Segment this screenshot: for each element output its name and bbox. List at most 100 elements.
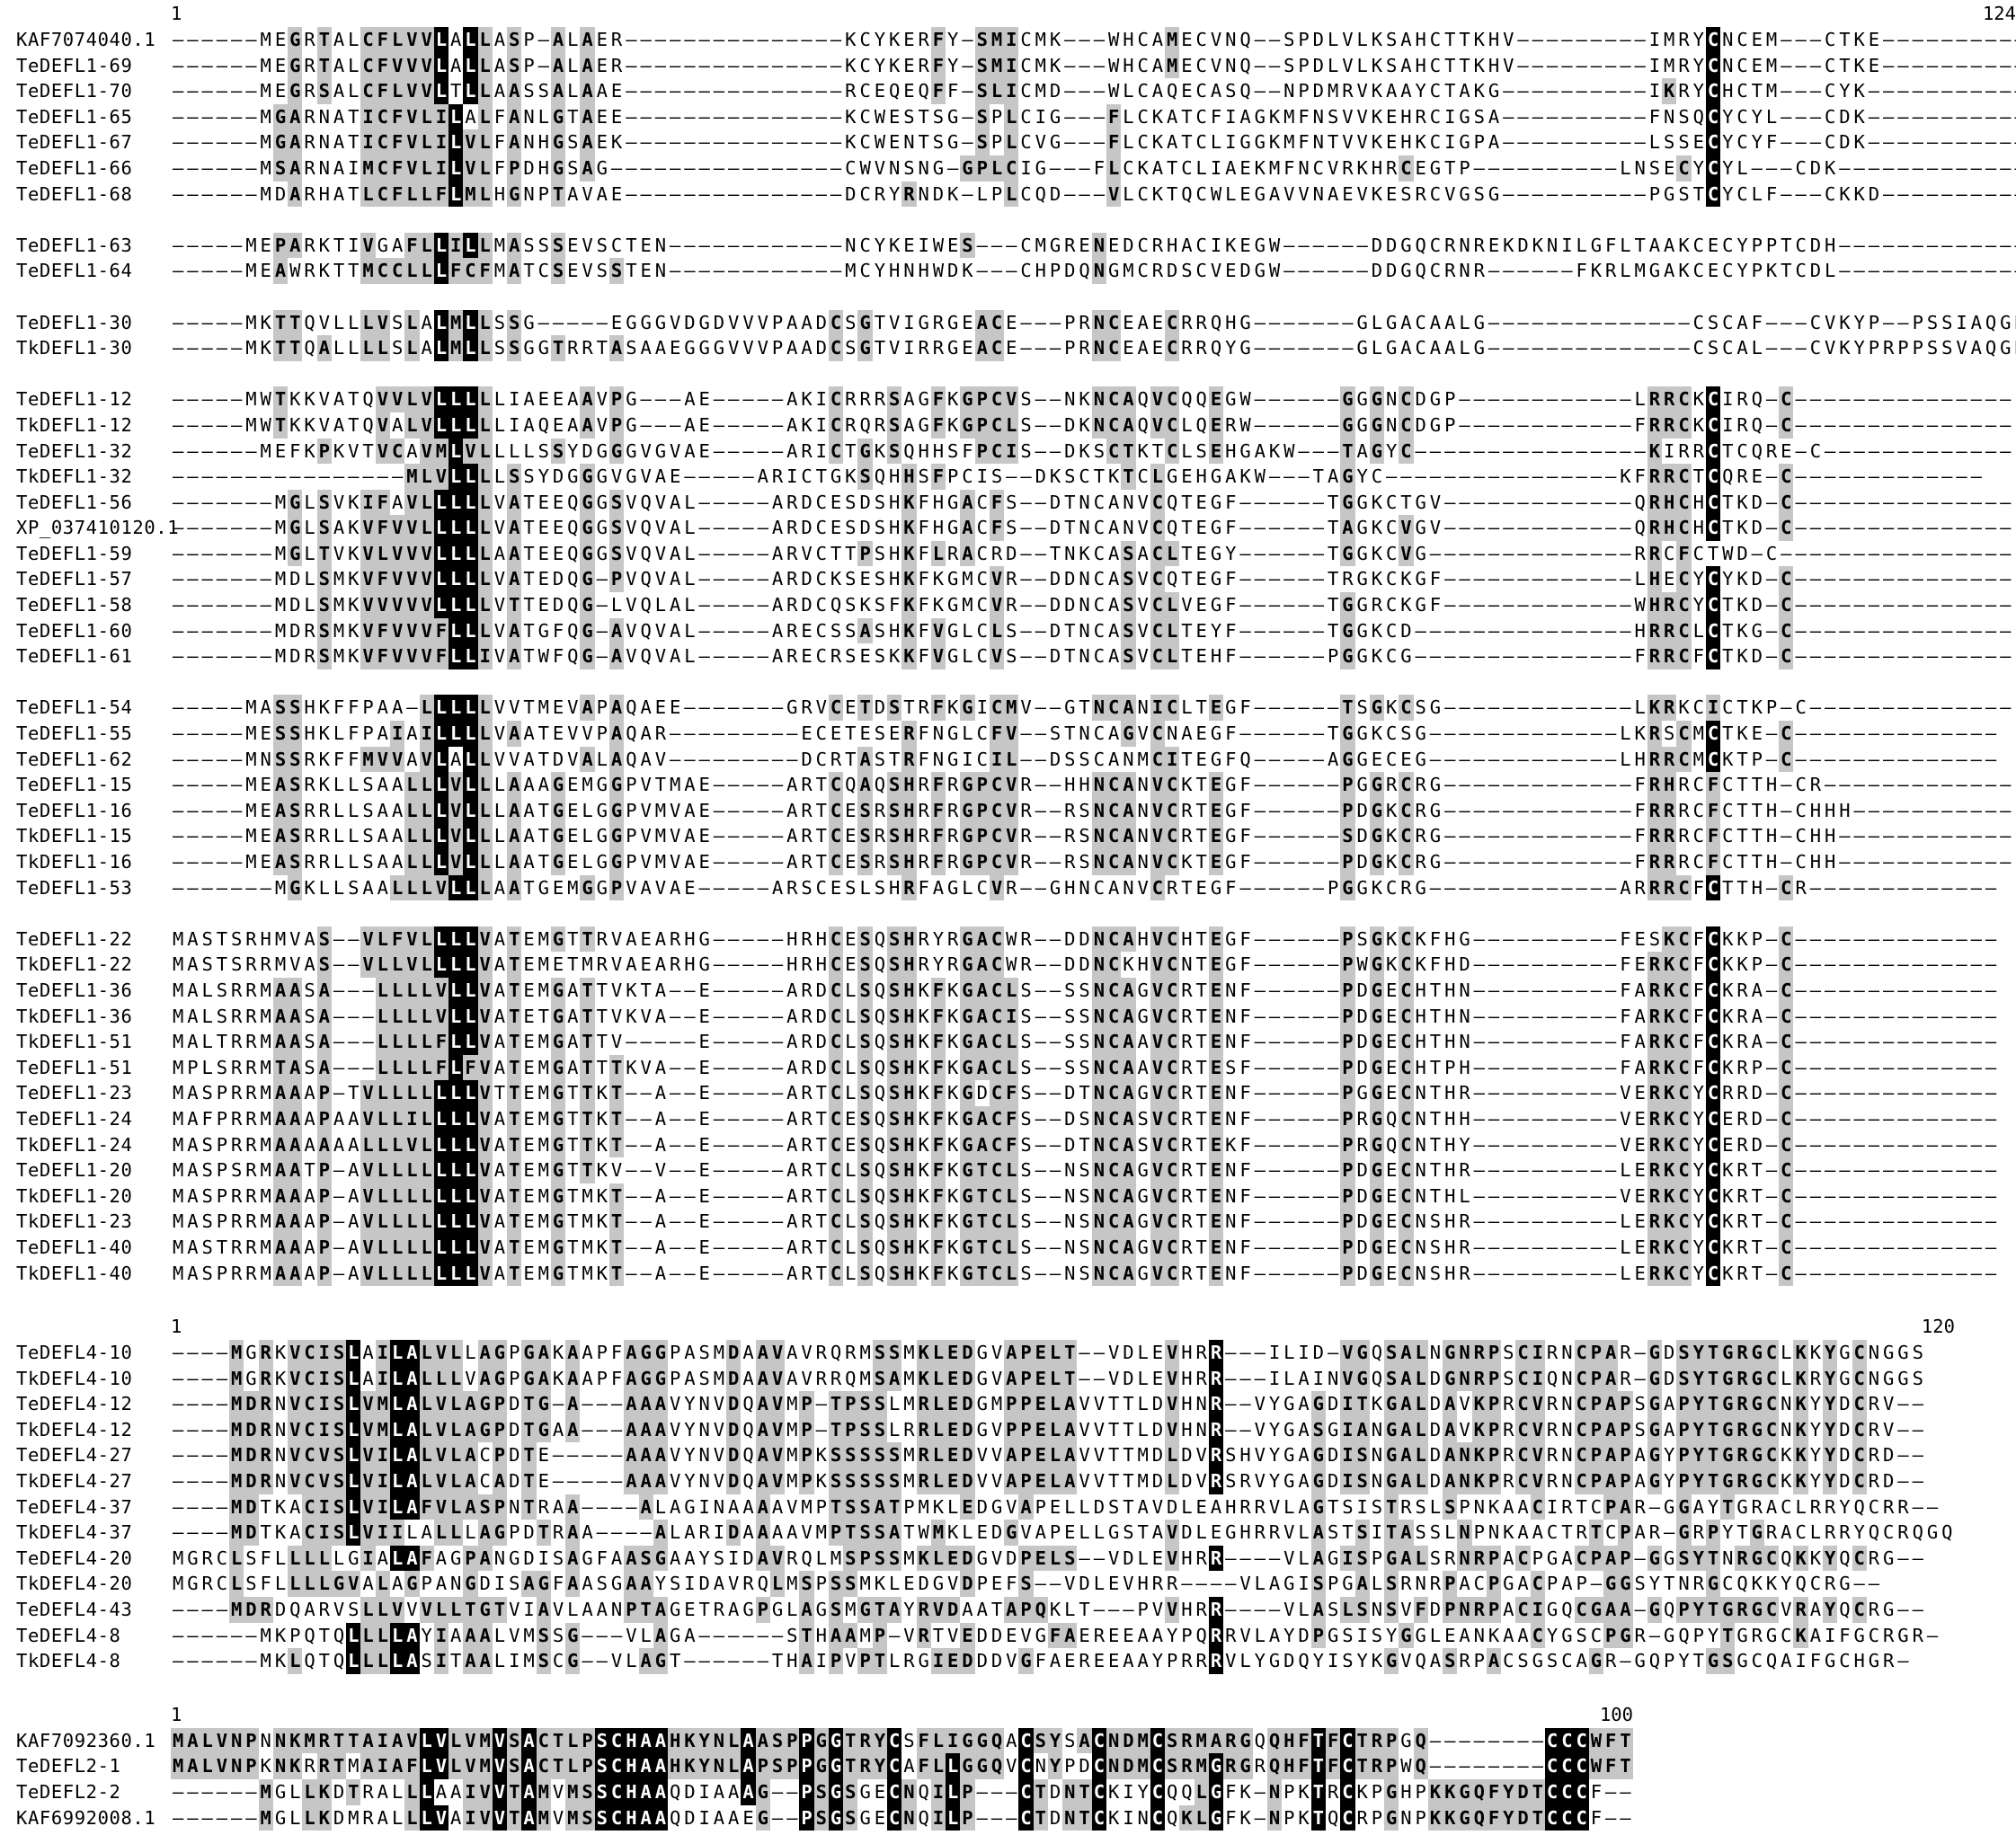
sequence-row: TeDEFL1-69 – – – – – – M E G R T A L C F V V V L A L L A S P – A L A E… bbox=[0, 52, 2016, 79]
sequence-row: TeDEFL1-60 – – – – – – – M D R S M K V F V V V F L L L V A T G F Q G –… bbox=[0, 617, 2016, 644]
ruler-start: 1 bbox=[171, 1316, 182, 1338]
sequence-residues: – – – – – – M S A R N A I M C F V L I L V L F P D H G S A G – – – – – – – – – –… bbox=[171, 155, 2016, 182]
sequence-row: TkDEFL4-27 – – – – M D R N V C V S L V I L A L V L A C A D T E – – – –… bbox=[0, 1468, 2016, 1494]
sequence-residues: – – – – – M E A S R R L L S A A L L L V L L L A A T G E L G G P V M V A E – – –… bbox=[171, 797, 2012, 824]
sequence-row: TeDEFL4-37 – – – – M D T K A C I S L V I L A F V L A S P N T R A A – –… bbox=[0, 1494, 2016, 1520]
sequence-residues: – – – – – – – M G L T V K V L V V V L L L L A A T E E Q G G S V Q V A L – – – –… bbox=[171, 540, 2012, 567]
sequence-label: TkDEFL1-15 bbox=[16, 825, 133, 847]
sequence-row: TeDEFL4-12 – – – – M D R N V C I S L V M L A L V L A G P D T G – A – –… bbox=[0, 1391, 2016, 1417]
sequence-row: TeDEFL1-57 – – – – – – – M D L S M K V F V V V L L L L V A T E D Q G –… bbox=[0, 566, 2016, 593]
ruler-end: 120 bbox=[1921, 1316, 1955, 1338]
sequence-label: TkDEFL1-20 bbox=[16, 1184, 133, 1207]
sequence-row: TeDEFL1-22 M A S T S R H M V A S – – V L F V L L L L V A T E M G T T R… bbox=[0, 926, 2016, 953]
sequence-label: TeDEFL1-64 bbox=[16, 260, 133, 282]
sequence-label: TeDEFL4-37 bbox=[16, 1495, 133, 1518]
sequence-label: TkDEFL1-30 bbox=[16, 337, 133, 359]
sequence-residues: M A S P R R M A A A P – A V L L L L L L L V A T E M G T M K T – – A – – E – – –… bbox=[171, 1183, 1998, 1210]
sequence-row: TkDEFL1-12 – – – – – M W T K K V A T Q V A L V L L L L L I A Q E A A V… bbox=[0, 412, 2016, 439]
sequence-label: TeDEFL1-15 bbox=[16, 774, 133, 796]
sequence-label: TeDEFL4-43 bbox=[16, 1599, 133, 1621]
sequence-label: TeDEFL1-65 bbox=[16, 105, 133, 128]
sequence-residues: – – – – – – M G L L K D M R A L L L V A I V V T A M V M S S C H A A Q D I A A E… bbox=[171, 1804, 1633, 1831]
sequence-label: TkDEFL4-27 bbox=[16, 1470, 133, 1493]
sequence-residues: – – – – – – M E G R T A L C F V V V L A L L A S P – A L A E R – – – – – – – – –… bbox=[171, 52, 2016, 79]
ruler-start: 1 bbox=[171, 3, 182, 24]
sequence-residues: – – – – M D T K A C I S L V I L A F V L A S P N T R A A – – – – A L A G I N A A… bbox=[171, 1494, 1940, 1520]
sequence-row: TeDEFL1-23 M A S P R R M A A A P – T V L L L L L L L V T T E M G T T K… bbox=[0, 1080, 2016, 1106]
sequence-row: TeDEFL4-10 – – – – M G R K V C I S L A I L A L V L L A G P G A K A A P… bbox=[0, 1340, 2016, 1366]
sequence-row: KAF6992008.1 – – – – – – M G L L K D M R A L L L V A I V V T A M V M… bbox=[0, 1804, 2016, 1831]
sequence-label: TkDEFL4-12 bbox=[16, 1418, 133, 1441]
sequence-row: TeDEFL1-66 – – – – – – M S A R N A I M C F V L I L V L F P D H G S A G… bbox=[0, 155, 2016, 182]
sequence-row: TkDEFL4-37 – – – – M D T K A C I S L V I I L A L L L A G P D T R A A –… bbox=[0, 1520, 2016, 1546]
sequence-row: TeDEFL2-2 – – – – – – M G L L K D T R A L L L A A I V V T A M V M S S C… bbox=[0, 1779, 2016, 1805]
sequence-label: TeDEFL1-57 bbox=[16, 568, 133, 590]
sequence-residues: – – – – – M K T T Q V L L L V S L A L M L L S S G – – – – – E G G G V D G D V V… bbox=[171, 309, 2016, 336]
sequence-row: TeDEFL1-12 – – – – – M W T K K V A T Q V V L V L L L L L I A E E A A V… bbox=[0, 386, 2016, 412]
sequence-residues: – – – – – – M K P Q T Q L L L L A Y I A A A L V M S S G – – – V L A G A – – – –… bbox=[171, 1622, 1940, 1649]
sequence-label: TeDEFL1-66 bbox=[16, 156, 133, 179]
sequence-row: TeDEFL1-32 – – – – – – M E F K P K V T V C A V M L V L L L L S S Y D G… bbox=[0, 438, 2016, 465]
sequence-label: TkDEFL1-36 bbox=[16, 1005, 133, 1027]
sequence-label: TkDEFL1-12 bbox=[16, 413, 133, 436]
sequence-row: TeDEFL4-27 – – – – M D R N V C V S L V I L A L V L A C P D T E – – – –… bbox=[0, 1442, 2016, 1469]
sequence-row: TeDEFL1-30 – – – – – M K T T Q V L L L V S L A L M L L S S G – – – – –… bbox=[0, 309, 2016, 336]
sequence-row: TeDEFL1-36 M A L S R R M A A S A – – – L L L L V L L V A T E M G A T T… bbox=[0, 977, 2016, 1004]
sequence-residues: – – – – – M N S S R K F F M V V A V L A L L V V A T D V A L A Q A V – – – – – –… bbox=[171, 746, 1998, 773]
sequence-label: TeDEFL1-40 bbox=[16, 1236, 133, 1258]
sequence-row: TkDEFL1-15 – – – – – M E A S R R L L S A A L L L V L L L A A T G E L G… bbox=[0, 823, 2016, 849]
sequence-row: KAF7092360.1 M A L V N P N N K M R T T A I A V L V L V M V S A C T L… bbox=[0, 1727, 2016, 1754]
sequence-residues: – – – – – – – M G L S V K I F A V L L L L L V A T E E Q G G S V Q V A L – – – –… bbox=[171, 489, 2012, 516]
sequence-row: TkDEFL1-22 M A S T S R R M V A S – – V L L V L L L L V A T E M E T M R… bbox=[0, 952, 2016, 978]
sequence-residues: M A S T S R R M V A S – – V L L V L L L L V A T E M E T M R V A E A R H G – – –… bbox=[171, 952, 1998, 978]
alignment-block: 1 124 KAF7074040.1 – – – – – – M E G R T A L C F L V V L A L L A S… bbox=[0, 3, 2016, 1287]
sequence-row: TkDEFL4-20 M G R C L S F L L L L G V A L A G P A N G D I S A G F A A S… bbox=[0, 1571, 2016, 1598]
sequence-row: TeDEFL1-61 – – – – – – – M D R S M K V F V V V F L L I V A T W F Q G –… bbox=[0, 643, 2016, 669]
sequence-label: XP_037410120.1 bbox=[16, 517, 180, 539]
sequence-label: TeDEFL1-24 bbox=[16, 1107, 133, 1130]
sequence-label: KAF7092360.1 bbox=[16, 1729, 156, 1751]
sequence-label: TeDEFL1-53 bbox=[16, 876, 133, 899]
sequence-residues: – – – – – – M E G R S A L C F L V V L T L L A A S S A L A A E – – – – – – – – –… bbox=[171, 78, 2016, 104]
sequence-residues: – – – – M D R N V C I S L V M L A L V L A G P D T G A A – – – A A A V Y N V D Q… bbox=[171, 1416, 1925, 1443]
sequence-label: TeDEFL1-68 bbox=[16, 182, 133, 205]
sequence-residues: – – – – M D T K A C I S L V I I L A L L L A G P D T R A A – – – – A L A R I D A… bbox=[171, 1520, 1954, 1546]
sequence-residues: – – – – – M E P A R K T I V G A F L L I L L M A S S S E V S C T E N – – – – – –… bbox=[171, 232, 2016, 259]
sequence-residues: M A S P S R M A A T P – A V L L L L L L L V A T E M G T T K V – – V – – E – – –… bbox=[171, 1157, 1998, 1183]
sequence-row: TeDEFL1-70 – – – – – – M E G R S A L C F L V V L T L L A A S S A L A A… bbox=[0, 78, 2016, 104]
sequence-label: TeDEFL1-32 bbox=[16, 439, 133, 462]
sequence-row: TeDEFL1-59 – – – – – – – M G L T V K V L V V V L L L L A A T E E Q G G… bbox=[0, 540, 2016, 567]
sequence-label: TkDEFL4-8 bbox=[16, 1650, 121, 1672]
sequence-label: TeDEFL1-70 bbox=[16, 80, 133, 102]
group-spacer bbox=[0, 284, 2016, 310]
sequence-label: TeDEFL4-12 bbox=[16, 1393, 133, 1415]
sequence-label: TeDEFL4-10 bbox=[16, 1342, 133, 1364]
sequence-residues: – – – – M D R D Q A R V S L L V V V L L T G T V I A V L A A N P T A G E T R A G… bbox=[171, 1597, 1925, 1623]
ruler-end: 124 bbox=[1982, 3, 2016, 24]
sequence-label: TeDEFL1-22 bbox=[16, 927, 133, 950]
sequence-row: TkDEFL1-51 M A L T R R M A A S A – – – L L L L F L L V A T E M G A T T… bbox=[0, 1029, 2016, 1055]
sequence-residues: – – – – – – M G A R N A T I C F V L I L A L F A N L G T A E E – – – – – – – – –… bbox=[171, 103, 2016, 130]
group-spacer bbox=[0, 207, 2016, 233]
group-spacer bbox=[0, 361, 2016, 387]
sequence-residues: – – – – – – – M D R S M K V F V V V F L L I V A T W F Q G – A V Q V A L – – – –… bbox=[171, 643, 2012, 669]
sequence-label: TkDEFL1-24 bbox=[16, 1133, 133, 1156]
sequence-row: TeDEFL1-56 – – – – – – – M G L S V K I F A V L L L L L V A T E E Q G G… bbox=[0, 489, 2016, 516]
sequence-label: TeDEFL1-12 bbox=[16, 388, 133, 411]
sequence-residues: – – – – – – M G A R N A T I C F V L I L V L F A N H G S A E K – – – – – – – – –… bbox=[171, 129, 2016, 155]
sequence-label: TkDEFL4-37 bbox=[16, 1521, 133, 1544]
sequence-residues: – – – – – M E A W R K T T M C C L L L F C F M A T C S E V S S T E N – – – – – –… bbox=[171, 258, 2016, 284]
sequence-residues: – – – – – – – M G K L L S A A L L L V L L L A A T G E M G G P V A V A E – – – –… bbox=[171, 874, 1998, 901]
sequence-row: TkDEFL1-24 M A S P R R M A A A A A A L L L V L L L L V A T E M G T T K… bbox=[0, 1131, 2016, 1158]
sequence-label: TkDEFL4-10 bbox=[16, 1367, 133, 1389]
sequence-residues: M P L S R R M T A S A – – – L L L L F L F V A T E M G A T T T K V A – – E – – –… bbox=[171, 1054, 1998, 1081]
sequence-row: TeDEFL1-51 M P L S R R M T A S A – – – L L L L F L F V A T E M G A T T… bbox=[0, 1054, 2016, 1081]
sequence-residues: – – – – M G R K V C I S L A I L A L V L L A G P G A K A A P F A G G P A S M D A… bbox=[171, 1340, 1925, 1366]
sequence-label: TeDEFL1-69 bbox=[16, 54, 133, 76]
sequence-label: TkDEFL1-32 bbox=[16, 465, 133, 488]
sequence-row: TeDEFL1-20 M A S P S R M A A T P – A V L L L L L L L V A T E M G T T K… bbox=[0, 1157, 2016, 1183]
sequence-label: TkDEFL1-23 bbox=[16, 1210, 133, 1233]
sequence-label: TeDEFL4-27 bbox=[16, 1444, 133, 1467]
